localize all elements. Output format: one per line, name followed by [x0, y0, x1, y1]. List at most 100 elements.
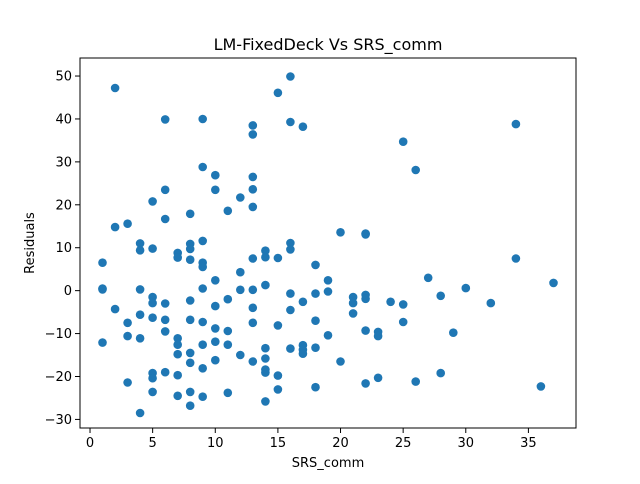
data-point — [135, 334, 145, 343]
data-point — [173, 340, 182, 350]
data-point — [123, 378, 132, 387]
data-point — [323, 331, 333, 340]
data-point — [236, 267, 245, 277]
data-point — [211, 276, 220, 285]
data-point — [261, 354, 270, 363]
plot-area-frame — [79, 57, 577, 429]
data-point — [536, 382, 546, 391]
x-tick-label: 30 — [458, 436, 475, 451]
x-tick-label: 20 — [332, 436, 349, 451]
y-tick-label: −10 — [45, 327, 72, 342]
data-point — [398, 317, 408, 327]
data-point — [173, 334, 182, 343]
data-point — [248, 185, 258, 194]
data-point — [198, 262, 207, 272]
y-tick-label: 20 — [55, 198, 72, 213]
x-axis-label: SRS_comm — [292, 456, 364, 471]
data-point — [185, 255, 195, 264]
data-point — [135, 285, 145, 294]
data-point — [123, 318, 132, 328]
data-point — [148, 313, 157, 323]
data-point — [398, 137, 408, 146]
data-point — [160, 115, 170, 124]
data-point — [373, 373, 383, 383]
data-point — [248, 254, 258, 263]
data-point — [386, 297, 395, 307]
data-point — [261, 252, 270, 262]
y-tick-label: 50 — [55, 70, 72, 85]
data-point — [236, 350, 245, 360]
data-point — [185, 348, 195, 358]
data-point — [286, 117, 295, 127]
data-point — [248, 285, 258, 295]
data-point — [198, 317, 207, 327]
data-point — [160, 299, 170, 308]
data-point — [248, 202, 258, 212]
data-point — [248, 130, 258, 139]
data-point — [323, 276, 333, 285]
data-point — [361, 379, 370, 388]
data-point — [211, 324, 220, 333]
data-point — [123, 331, 132, 341]
data-point — [486, 298, 496, 308]
data-point — [248, 357, 258, 366]
data-point — [248, 303, 258, 313]
data-point — [198, 114, 207, 124]
data-point — [198, 364, 207, 373]
data-point — [511, 254, 521, 263]
data-point — [198, 236, 207, 246]
data-point — [185, 315, 195, 325]
data-point — [248, 318, 258, 328]
data-point — [298, 297, 308, 307]
data-point — [148, 292, 157, 302]
x-tick-label: 0 — [86, 436, 94, 451]
data-point — [373, 331, 383, 341]
data-point — [261, 280, 270, 290]
data-point — [311, 260, 320, 270]
data-point — [261, 397, 270, 406]
data-point — [311, 289, 320, 298]
data-point — [173, 253, 182, 262]
data-point — [185, 244, 195, 254]
data-point — [135, 310, 145, 320]
x-tick-label: 10 — [207, 436, 224, 451]
data-point — [298, 122, 308, 131]
data-point — [236, 193, 245, 202]
data-point — [160, 327, 170, 336]
y-tick-label: 40 — [55, 112, 72, 127]
y-tick-label: 0 — [64, 284, 72, 299]
data-point — [173, 349, 182, 359]
y-axis-label: Residuals — [23, 212, 38, 274]
data-point — [185, 209, 195, 219]
data-point — [323, 287, 333, 296]
data-point — [211, 185, 220, 195]
data-point — [98, 285, 107, 294]
y-tick-label: 30 — [55, 155, 72, 170]
x-tick-label: 35 — [520, 436, 537, 451]
data-point — [223, 294, 233, 304]
x-tick-label: 15 — [270, 436, 287, 451]
data-point — [236, 285, 245, 295]
data-point — [198, 162, 207, 172]
y-tick-label: 10 — [55, 241, 72, 256]
data-point — [223, 326, 233, 336]
data-point — [185, 358, 195, 368]
data-point — [148, 373, 157, 383]
data-point — [148, 387, 157, 397]
data-point — [123, 219, 132, 228]
data-point — [173, 391, 182, 401]
data-point — [211, 301, 220, 311]
data-point — [348, 309, 358, 318]
data-point — [98, 338, 107, 347]
data-point — [286, 289, 295, 298]
data-point — [148, 197, 157, 206]
data-point — [286, 305, 295, 315]
y-tick-label: −20 — [45, 370, 72, 385]
data-point — [436, 368, 446, 378]
data-point — [110, 304, 120, 314]
data-point — [198, 340, 207, 350]
data-point — [261, 246, 270, 255]
data-point — [336, 228, 345, 237]
